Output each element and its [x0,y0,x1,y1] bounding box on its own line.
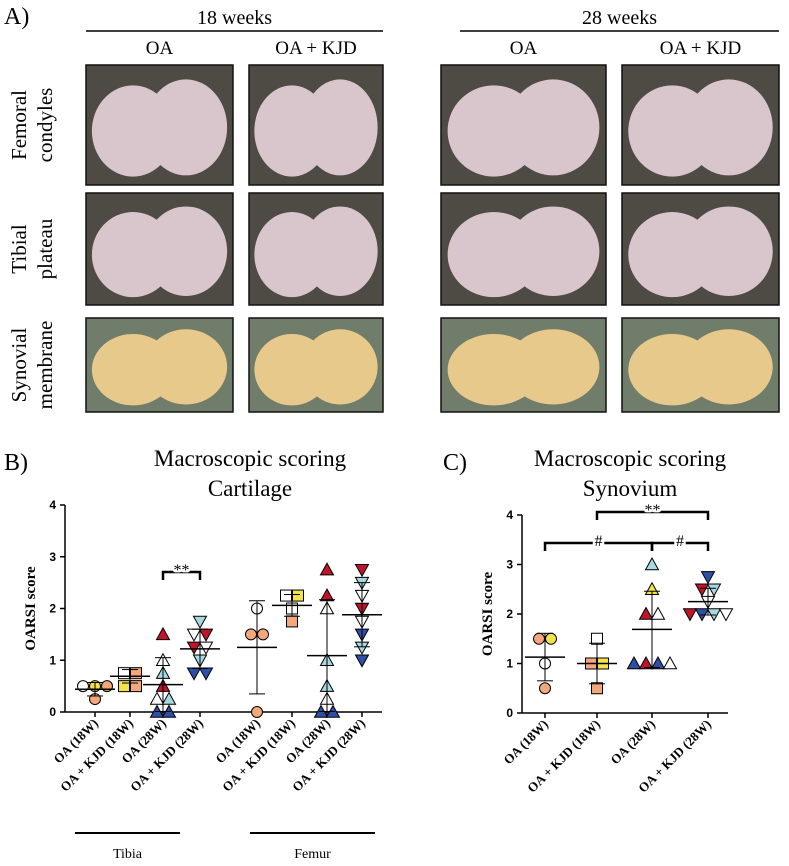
point [319,588,335,602]
point [257,628,269,641]
panel-label: B) [4,450,28,476]
photo-tissue [684,206,773,297]
point [245,628,257,641]
column-label: OA + KJD [660,38,741,59]
point [694,583,710,597]
point [626,655,642,670]
point [149,691,165,705]
row-label: plateau [33,218,57,279]
y-tick-label: 4 [506,508,513,522]
point [650,606,666,620]
chart-title: Synovium [583,476,678,501]
photo-tissue [507,79,600,176]
point [251,706,263,718]
y-tick-label: 0 [506,706,513,720]
point [286,615,298,628]
y-tick-label: 1 [506,657,513,671]
x-tick-label: OA (18W) [500,717,551,768]
point [539,682,551,695]
y-tick-label: 2 [49,602,56,616]
point [186,667,202,681]
chart-title: Macroscopic scoring [534,446,727,471]
point [718,608,734,622]
point [662,655,678,670]
point [198,628,214,642]
point [198,667,214,681]
column-label: OA [146,38,174,59]
photo-tissue [144,206,228,297]
row-label: Tibial [7,224,31,274]
photo-tissue [302,79,378,176]
point [118,680,130,693]
x-tick-label: OA (28W) [607,717,658,768]
point [198,641,214,655]
significance-label: # [595,533,603,550]
point [638,606,654,620]
point [186,641,202,655]
photo-tissue [507,206,600,297]
point [161,691,177,705]
significance-label: ** [645,502,661,519]
point [130,680,142,693]
significance-label: ** [174,562,190,579]
panel-label: C) [443,450,467,476]
point [650,655,666,670]
point [700,571,716,585]
point [155,626,171,641]
y-tick-label: 4 [49,498,56,512]
point [638,655,654,670]
group-label: 28 weeks [582,7,657,29]
significance-label: # [676,533,684,550]
column-label: OA + KJD [275,38,356,59]
point [319,562,335,576]
photo-tissue [302,329,378,405]
y-tick-label: 1 [49,653,56,667]
point [186,628,202,642]
row-label: Femoral [7,90,31,160]
point [192,615,208,629]
photo-tissue [302,206,378,297]
y-tick-label: 3 [49,550,56,564]
significance-bracket [161,570,202,580]
point [280,589,292,602]
point [292,589,304,602]
photo-tissue [684,329,773,405]
panel-label: A) [4,4,29,30]
group-label: 18 weeks [197,7,272,29]
point [591,682,603,695]
y-tick-label: 0 [49,705,56,719]
photo-tissue [684,79,773,176]
point [644,556,660,571]
point [545,632,557,645]
group-label: Tibia [113,847,143,862]
point [706,583,722,597]
chart-title: Cartilage [208,476,292,501]
y-axis-label: OARSI score [23,566,39,651]
photo-tissue [144,329,228,405]
photo-tissue [144,79,228,176]
row-label: Synovial [7,328,31,403]
chart-title: Macroscopic scoring [154,446,347,471]
point [533,632,545,645]
point [682,608,698,622]
y-tick-label: 3 [506,558,513,572]
point [354,563,370,578]
point [591,632,603,645]
column-label: OA [510,38,538,59]
group-label: Femur [294,847,331,862]
significance-bracket [595,510,710,520]
point [354,654,370,668]
row-label: membrane [33,321,57,410]
photo-tissue [507,329,600,405]
significance-bracket [650,541,710,551]
y-axis-label: OARSI score [480,572,496,657]
row-label: condyles [33,88,57,163]
y-tick-label: 2 [506,607,513,621]
